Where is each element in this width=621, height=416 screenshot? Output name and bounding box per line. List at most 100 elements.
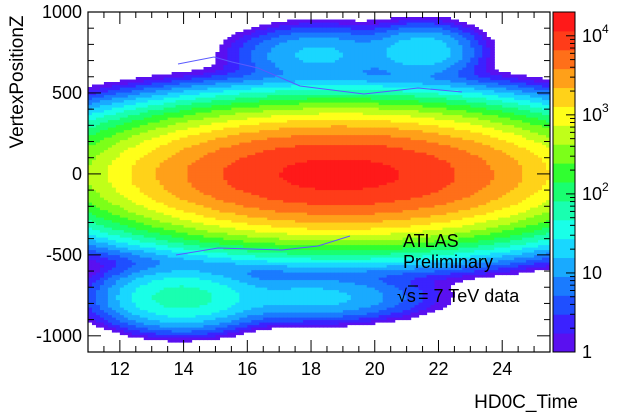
- heat-cell: [111, 237, 117, 241]
- heat-cell: [167, 257, 173, 261]
- heat-cell: [195, 254, 201, 258]
- heat-cell: [88, 259, 93, 263]
- heat-cell: [227, 187, 232, 191]
- heat-cell: [147, 144, 153, 148]
- heat-cell: [103, 227, 109, 231]
- heat-cell: [147, 202, 153, 206]
- heat-cell: [123, 92, 129, 96]
- heat-cell: [175, 134, 181, 138]
- heat-cell: [139, 137, 145, 141]
- heat-cell: [231, 237, 236, 241]
- heat-cell: [187, 187, 193, 191]
- heat-cell: [215, 62, 221, 66]
- heat-cell: [263, 34, 268, 38]
- heat-cell: [235, 259, 240, 263]
- heat-cell: [223, 109, 228, 113]
- heat-cell: [175, 184, 181, 188]
- heat-cell: [155, 172, 161, 176]
- heat-cell: [247, 309, 252, 313]
- heat-cell: [88, 312, 93, 316]
- heat-cell: [219, 217, 225, 221]
- heat-cell: [103, 167, 109, 171]
- heat-cell: [207, 102, 213, 106]
- heat-cell: [103, 234, 109, 238]
- heat-cell: [255, 247, 260, 251]
- heat-cell: [119, 294, 125, 298]
- heat-cell: [267, 204, 272, 208]
- heat-cell: [263, 192, 268, 196]
- heat-cell: [171, 169, 177, 173]
- heat-cell: [267, 179, 272, 183]
- heat-cell: [267, 277, 272, 281]
- heat-cell: [127, 234, 133, 238]
- heat-cell: [155, 257, 161, 261]
- heat-cell: [143, 232, 149, 236]
- heat-cell: [99, 117, 105, 121]
- heat-cell: [123, 87, 129, 91]
- heat-cell: [219, 72, 225, 76]
- heat-cell: [151, 192, 157, 196]
- heat-cell: [263, 64, 268, 68]
- heat-cell: [187, 194, 193, 198]
- heat-cell: [115, 207, 121, 211]
- heat-cell: [255, 37, 260, 41]
- heat-cell: [187, 107, 193, 111]
- heat-cell: [235, 112, 240, 116]
- heat-cell: [155, 197, 161, 201]
- heat-cell: [163, 162, 169, 166]
- heat-cell: [199, 164, 205, 168]
- heat-cell: [215, 167, 221, 171]
- heat-cell: [259, 34, 264, 38]
- heat-cell: [247, 272, 252, 276]
- heat-cell: [167, 157, 173, 161]
- heat-cell: [211, 129, 217, 133]
- heat-cell: [263, 264, 268, 268]
- heat-cell: [227, 44, 232, 48]
- heat-cell: [91, 312, 97, 316]
- heat-cell: [179, 194, 185, 198]
- heat-cell: [231, 99, 236, 103]
- heat-cell: [111, 314, 117, 318]
- heat-cell: [227, 299, 232, 303]
- heat-cell: [267, 209, 272, 213]
- heat-cell: [139, 242, 145, 246]
- heat-cell: [103, 314, 109, 318]
- heat-cell: [203, 94, 209, 98]
- heat-cell: [179, 327, 185, 331]
- heat-cell: [239, 259, 244, 263]
- heat-cell: [247, 134, 252, 138]
- heat-cell: [119, 284, 125, 288]
- heat-cell: [175, 319, 181, 323]
- heat-cell: [167, 217, 173, 221]
- heat-cell: [195, 204, 201, 208]
- heat-cell: [171, 252, 177, 256]
- heat-cell: [203, 97, 209, 101]
- heat-cell: [243, 77, 248, 81]
- heat-cell: [95, 272, 101, 276]
- heat-cell: [255, 107, 260, 111]
- heat-cell: [123, 129, 129, 133]
- heat-cell: [247, 32, 252, 36]
- heat-cell: [235, 192, 240, 196]
- heat-cell: [143, 142, 149, 146]
- heat-cell: [155, 242, 161, 246]
- heat-cell: [203, 82, 209, 86]
- heat-cell: [147, 162, 153, 166]
- heat-cell: [167, 232, 173, 236]
- heat-cell: [151, 269, 157, 273]
- heat-cell: [131, 234, 137, 238]
- heat-cell: [95, 147, 101, 151]
- heat-cell: [239, 74, 244, 78]
- heat-cell: [199, 174, 205, 178]
- heat-cell: [227, 207, 232, 211]
- heat-cell: [155, 317, 161, 321]
- heat-cell: [99, 309, 105, 313]
- heat-cell: [171, 97, 177, 101]
- heat-cell: [119, 164, 125, 168]
- heat-cell: [139, 297, 145, 301]
- heat-cell: [191, 202, 197, 206]
- heat-cell: [155, 144, 161, 148]
- heat-cell: [239, 294, 244, 298]
- heat-cell: [219, 334, 225, 338]
- heat-cell: [91, 274, 97, 278]
